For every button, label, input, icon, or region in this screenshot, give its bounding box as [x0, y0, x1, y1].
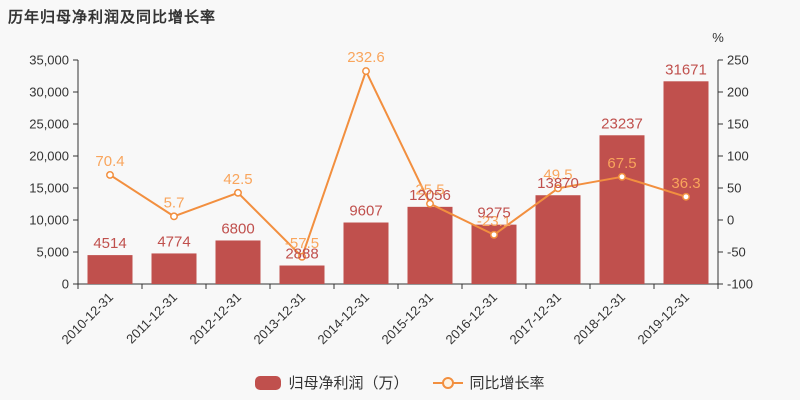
x-axis-category-label: 2012-12-31	[186, 290, 244, 348]
bar[interactable]	[343, 222, 389, 284]
right-axis-tick-label: -100	[727, 277, 753, 292]
x-axis-category-label: 2014-12-31	[314, 290, 372, 348]
line-marker[interactable]	[682, 192, 690, 201]
line-value-label: 5.7	[164, 194, 185, 211]
bar-value-label: 4774	[157, 233, 190, 250]
bar-value-label: 9275	[477, 205, 510, 222]
line-marker[interactable]	[490, 230, 498, 239]
legend-item-growth-rate[interactable]: 同比增长率	[432, 372, 545, 393]
bar-value-label: 4514	[93, 235, 126, 252]
line-marker[interactable]	[618, 172, 626, 181]
line-marker[interactable]	[362, 67, 370, 76]
growth-line	[109, 70, 687, 258]
left-axis-tick-label: 5,000	[36, 245, 69, 260]
line-value-label: -57.5	[285, 235, 319, 252]
line-value-label: 25.5	[415, 182, 444, 199]
bar[interactable]	[87, 255, 133, 284]
legend-label-net-profit: 归母净利润（万）	[288, 375, 409, 392]
left-axis-tick-label: 0	[62, 277, 69, 292]
bar[interactable]	[663, 81, 709, 284]
x-axis-category-label: 2010-12-31	[58, 290, 116, 348]
x-axis-category-label: 2018-12-31	[570, 290, 628, 348]
right-axis-unit: %	[712, 30, 724, 45]
line-value-label: 67.5	[607, 155, 636, 172]
chart-title: 历年归母净利润及同比增长率	[8, 9, 217, 26]
line-marker[interactable]	[298, 252, 306, 261]
bar-legend-swatch-icon	[255, 375, 282, 390]
right-axis-tick-label: 250	[727, 53, 749, 68]
line-marker[interactable]	[106, 170, 114, 179]
bar-value-label: 6800	[221, 220, 254, 237]
x-axis-category-label: 2016-12-31	[442, 290, 500, 348]
line-value-label: 70.4	[95, 153, 124, 170]
x-axis-category-label: 2019-12-31	[634, 290, 692, 348]
bar[interactable]	[151, 253, 197, 284]
line-marker[interactable]	[234, 188, 242, 197]
right-axis-tick-label: 50	[727, 181, 741, 196]
left-axis-tick-label: 25,000	[29, 117, 69, 132]
bar[interactable]	[535, 195, 581, 284]
legend-item-net-profit[interactable]: 归母净利润（万）	[255, 372, 409, 393]
x-axis-category-label: 2015-12-31	[378, 290, 436, 348]
x-axis-category-label: 2017-12-31	[506, 290, 564, 348]
line-value-label: -23.1	[477, 213, 511, 230]
line-legend-swatch-icon	[432, 376, 463, 390]
line-marker[interactable]	[554, 184, 562, 193]
bar-value-label: 31671	[665, 61, 707, 78]
line-value-label: 36.3	[671, 175, 700, 192]
left-axis-tick-label: 30,000	[29, 85, 69, 100]
bar[interactable]	[407, 206, 453, 284]
bar[interactable]	[279, 265, 325, 284]
line-value-label: 232.6	[347, 49, 385, 66]
left-axis-tick-label: 20,000	[29, 149, 69, 164]
legend: 归母净利润（万） 同比增长率	[0, 372, 800, 393]
left-axis-tick-label: 10,000	[29, 213, 69, 228]
line-legend-marker-icon	[441, 376, 454, 389]
right-axis-tick-label: 0	[727, 213, 734, 228]
right-axis-tick-label: 150	[727, 117, 749, 132]
right-axis-tick-label: -50	[727, 245, 746, 260]
bar-value-label: 2888	[285, 246, 318, 263]
line-value-label: 49.5	[543, 166, 572, 183]
bar[interactable]	[599, 135, 645, 284]
bar-value-label: 9607	[349, 203, 382, 220]
x-axis-category-label: 2013-12-31	[250, 290, 308, 348]
legend-label-growth-rate: 同比增长率	[469, 375, 545, 392]
left-axis-tick-label: 35,000	[29, 53, 69, 68]
line-value-label: 42.5	[223, 171, 252, 188]
bar-value-label: 23237	[601, 115, 643, 132]
line-marker[interactable]	[170, 212, 178, 221]
bar[interactable]	[215, 240, 261, 284]
line-marker[interactable]	[426, 199, 434, 208]
right-axis-tick-label: 200	[727, 85, 749, 100]
bar-value-label: 12056	[409, 187, 451, 204]
bar-value-label: 13870	[537, 175, 579, 192]
right-axis-tick-label: 100	[727, 149, 749, 164]
x-axis-category-label: 2011-12-31	[123, 290, 180, 347]
left-axis-tick-label: 15,000	[29, 181, 69, 196]
chart-graphics: 0 5,000 10,000 15,000 20,000 25,000 30,000 35,0…	[29, 49, 753, 347]
